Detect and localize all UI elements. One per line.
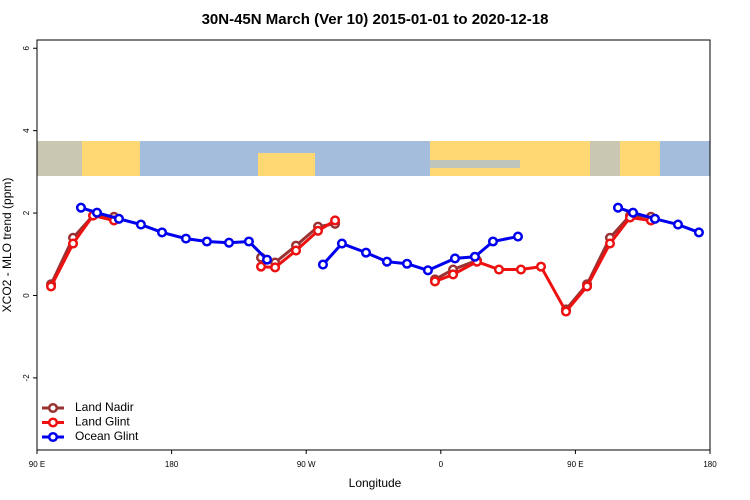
x-tick-label: 180 bbox=[703, 460, 717, 469]
legend-label: Land Nadir bbox=[75, 400, 134, 414]
point bbox=[91, 207, 103, 218]
map-ocean bbox=[37, 141, 82, 176]
legend-label: Land Glint bbox=[75, 415, 130, 429]
map-ocean bbox=[660, 141, 710, 176]
point bbox=[401, 258, 413, 269]
x-tick-label: 90 E bbox=[567, 460, 583, 469]
point bbox=[317, 259, 329, 270]
point bbox=[201, 236, 212, 247]
map-strip bbox=[37, 141, 710, 176]
map-ocean bbox=[315, 141, 430, 176]
point bbox=[113, 213, 125, 224]
point bbox=[330, 215, 341, 226]
point bbox=[512, 231, 524, 242]
point bbox=[67, 238, 79, 249]
x-tick-label: 180 bbox=[165, 460, 179, 469]
point bbox=[429, 276, 441, 287]
point bbox=[582, 281, 593, 292]
x-axis-label: Longitude bbox=[349, 476, 402, 490]
point bbox=[156, 227, 168, 238]
point bbox=[449, 253, 461, 264]
x-tick-label: 90 E bbox=[29, 460, 45, 469]
point bbox=[270, 262, 281, 273]
point bbox=[360, 247, 372, 258]
point bbox=[223, 237, 235, 248]
y-tick-label: 2 bbox=[22, 210, 31, 215]
x-tick-label: 0 bbox=[439, 460, 444, 469]
map-ocean bbox=[590, 141, 620, 176]
series-line bbox=[49, 213, 652, 315]
point bbox=[46, 281, 57, 292]
map-ocean bbox=[140, 141, 258, 176]
legend-marker bbox=[47, 431, 59, 443]
point bbox=[180, 233, 192, 244]
point bbox=[135, 219, 146, 230]
y-tick-label: 4 bbox=[22, 128, 31, 133]
point bbox=[604, 238, 615, 249]
y-axis-label: XCO2 - MLO trend (ppm) bbox=[0, 178, 14, 313]
point bbox=[243, 236, 254, 247]
point bbox=[469, 251, 480, 262]
x-tick-label: 90 W bbox=[297, 460, 316, 469]
point bbox=[515, 264, 527, 275]
plot-frame bbox=[36, 39, 711, 451]
point bbox=[448, 269, 459, 280]
point bbox=[672, 219, 684, 230]
point bbox=[535, 261, 547, 272]
map-ocean bbox=[430, 160, 520, 168]
point bbox=[487, 236, 499, 247]
point bbox=[312, 225, 324, 236]
point bbox=[627, 207, 639, 218]
point bbox=[560, 306, 572, 317]
y-tick-label: 6 bbox=[22, 45, 31, 50]
point bbox=[75, 202, 87, 213]
point bbox=[261, 254, 273, 265]
legend-label: Ocean Glint bbox=[75, 429, 139, 443]
point bbox=[693, 227, 704, 238]
point bbox=[422, 265, 433, 276]
point bbox=[612, 202, 624, 213]
point bbox=[290, 245, 302, 256]
legend-marker bbox=[47, 417, 59, 428]
map-ocean bbox=[258, 141, 315, 153]
point bbox=[649, 213, 661, 224]
y-tick-label: -2 bbox=[22, 374, 31, 382]
legend-marker bbox=[47, 402, 59, 414]
point bbox=[493, 264, 505, 275]
y-tick-label: 0 bbox=[22, 293, 31, 298]
point bbox=[336, 238, 347, 249]
point bbox=[381, 256, 393, 267]
point bbox=[255, 261, 267, 272]
chart-title: 30N-45N March (Ver 10) 2015-01-01 to 202… bbox=[202, 11, 549, 28]
